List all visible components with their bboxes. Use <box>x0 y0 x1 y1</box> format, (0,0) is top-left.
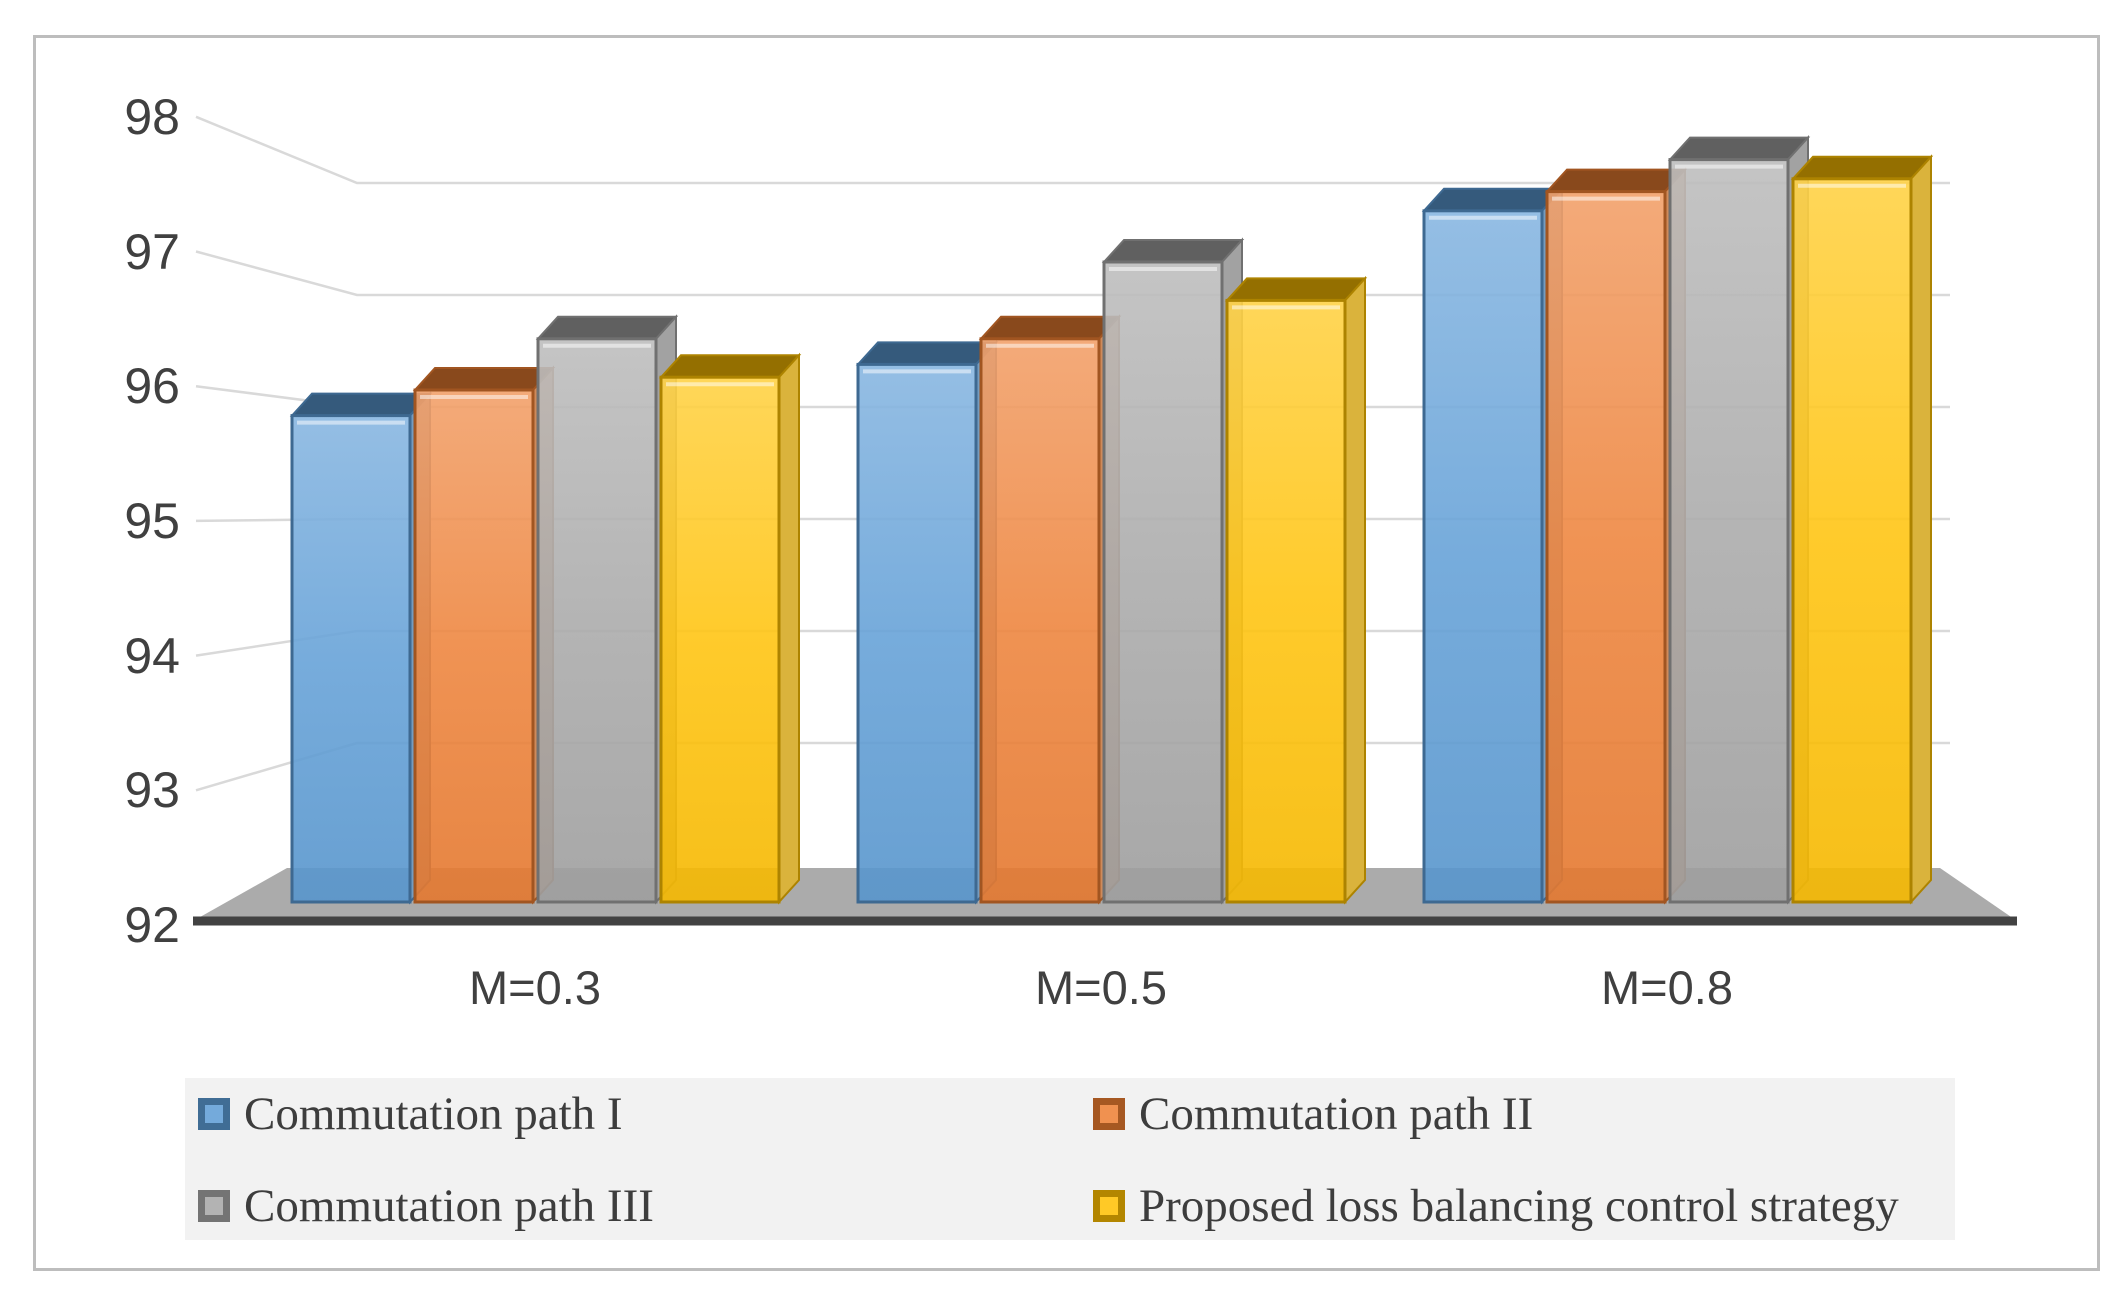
y-axis-label-95: 95 <box>124 493 180 549</box>
bar-series2-mm0.8 <box>1545 190 1667 904</box>
legend-swatch-commutation-path-1 <box>198 1098 230 1130</box>
y-axis-label-98: 98 <box>124 89 180 145</box>
bar-series3-mm0.5-top-face <box>1101 239 1245 263</box>
bar-series2-mm0.5-top-face <box>978 315 1122 340</box>
gridline-98 <box>195 115 1950 185</box>
bar-series3-mm0.3-top-face <box>535 315 679 340</box>
bar-series2-mm0.5 <box>979 337 1101 904</box>
legend-item-proposed-strategy: Proposed loss balancing control strategy <box>1093 1180 1899 1232</box>
legend-label-commutation-path-3: Commutation path III <box>244 1180 654 1232</box>
bar-series3-mm0.8 <box>1668 158 1790 904</box>
legend-label-commutation-path-2: Commutation path II <box>1139 1088 1534 1140</box>
y-axis-label-94: 94 <box>124 628 180 684</box>
x-axis-label-m08: M=0.8 <box>1601 961 1733 1014</box>
legend <box>185 1078 1955 1240</box>
legend-item-commutation-path-3: Commutation path III <box>198 1180 654 1232</box>
bar-series4-mm0.5-top-face <box>1224 277 1368 302</box>
bar-series1-mm0.5 <box>856 362 978 904</box>
bar-series4-mm0.3-side-face <box>778 352 800 905</box>
y-axis-label-92: 92 <box>124 897 180 953</box>
bar-series1-mm0.3-top-face <box>289 392 433 417</box>
bar-series2-mm0.8-top-face <box>1544 168 1688 193</box>
bar-series4-mm0.8-top-face <box>1790 155 1934 180</box>
legend-label-commutation-path-1: Commutation path I <box>244 1088 623 1140</box>
bar-series1-mm0.3 <box>290 414 412 904</box>
bar-series4-mm0.3-top-face <box>658 354 802 379</box>
bar-series4-mm0.5 <box>1225 298 1347 904</box>
bar-series3-mm0.8-top-face <box>1667 136 1811 161</box>
y-axis-label-97: 97 <box>124 224 180 280</box>
bar-series2-mm0.3 <box>413 388 535 904</box>
legend-swatch-proposed-strategy <box>1093 1190 1125 1222</box>
y-axis-label-93: 93 <box>124 762 180 818</box>
x-axis-label-m05: M=0.5 <box>1035 961 1167 1014</box>
bar-series4-mm0.3 <box>659 375 781 904</box>
bar-series4-mm0.8 <box>1791 177 1913 904</box>
bar-series4-mm0.8-side-face <box>1910 154 1932 905</box>
legend-swatch-commutation-path-2 <box>1093 1098 1125 1130</box>
x-axis-label-m03: M=0.3 <box>469 961 601 1014</box>
legend-item-commutation-path-2: Commutation path II <box>1093 1088 1534 1140</box>
bar-series2-mm0.3-top-face <box>412 367 556 391</box>
bar-series3-mm0.3 <box>536 337 658 904</box>
bar-series1-mm0.8-top-face <box>1421 187 1565 212</box>
legend-swatch-commutation-path-3 <box>198 1190 230 1222</box>
legend-label-proposed-strategy: Proposed loss balancing control strategy <box>1139 1180 1899 1232</box>
bar-series4-mm0.5-side-face <box>1344 275 1366 905</box>
bar-series1-mm0.8 <box>1422 209 1544 904</box>
bar-series1-mm0.5-top-face <box>855 341 999 366</box>
gridline-97 <box>195 250 1950 297</box>
legend-item-commutation-path-1: Commutation path I <box>198 1088 623 1140</box>
y-axis-label-96: 96 <box>124 358 180 414</box>
bar-series3-mm0.5 <box>1102 260 1224 904</box>
